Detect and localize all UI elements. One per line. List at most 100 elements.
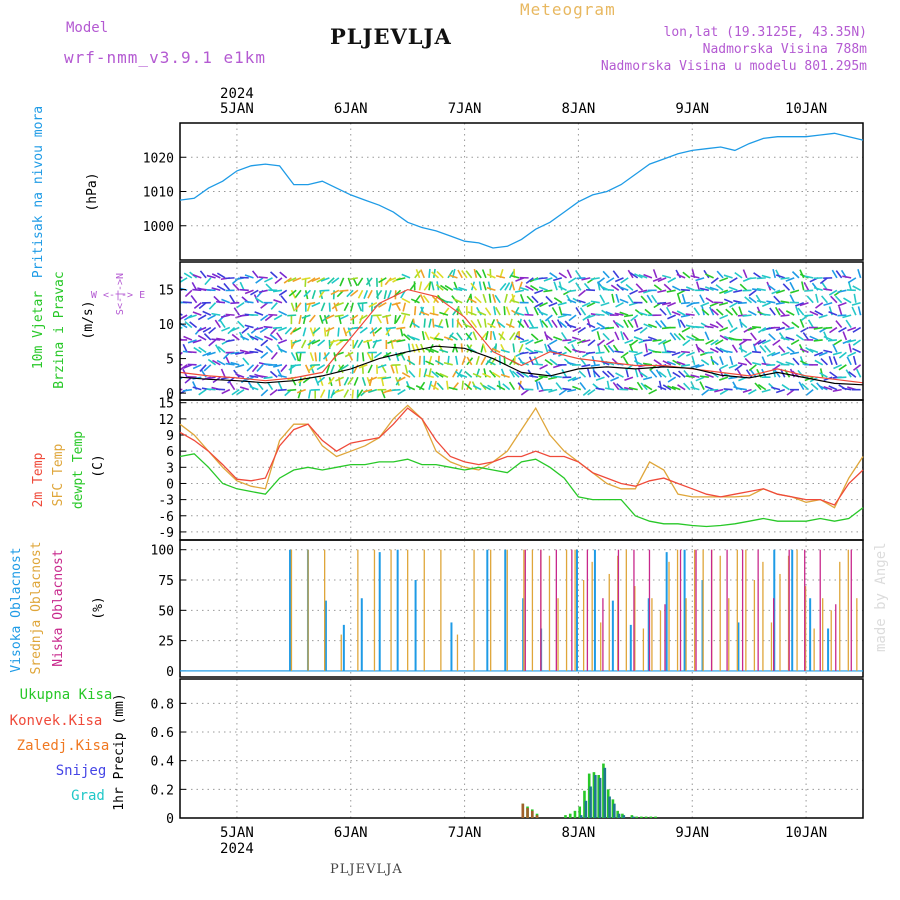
- wind-arrow: [675, 269, 682, 279]
- wind-arrow: [472, 384, 482, 391]
- wind-arrow: [576, 277, 586, 280]
- wind-arrow: [290, 352, 297, 361]
- wind-arrow: [508, 381, 516, 391]
- wind-arrow: [599, 294, 606, 304]
- wind-arrow: [519, 351, 529, 355]
- wind-arrow: [520, 389, 530, 396]
- wind-arrow: [558, 306, 563, 316]
- wind-arrow: [818, 314, 828, 319]
- wind-arrow: [709, 323, 719, 329]
- wind-arrow: [312, 326, 321, 334]
- snow-precip-bar: [594, 775, 597, 818]
- wind-arrow: [492, 331, 497, 341]
- model-elevation-label: Nadmorska Visina u modelu 801.295m: [600, 59, 867, 74]
- wind-arrow: [581, 339, 591, 344]
- snow-precip-bar: [584, 800, 588, 818]
- grid-precip-bar: [526, 807, 529, 818]
- wind-arrow: [842, 275, 852, 279]
- wind-arrow: [452, 307, 459, 316]
- wind-arrow: [804, 314, 814, 317]
- wind-arrow: [311, 290, 316, 300]
- wind-arrow: [625, 283, 634, 291]
- total-precip-bar: [578, 806, 582, 818]
- wind-arrow: [514, 289, 525, 293]
- wind-arrow: [772, 268, 777, 279]
- wind-arrow: [555, 382, 563, 391]
- wind-arrow: [686, 335, 695, 341]
- wind-arrow: [211, 287, 221, 292]
- wind-arrow: [800, 326, 809, 333]
- wind-arrow: [577, 326, 586, 334]
- wind-arrow: [525, 277, 534, 284]
- cloud-panel: 0 25 50 75 100: [151, 539, 864, 680]
- wind-arrow: [254, 311, 264, 316]
- wind-arrow: [358, 301, 368, 305]
- wind-arrow: [681, 293, 686, 303]
- wind-arrow: [636, 381, 644, 391]
- wind-arrow: [704, 373, 714, 378]
- wind-arrow: [662, 339, 672, 345]
- wind-arrow: [615, 293, 620, 303]
- wind-arrow: [530, 333, 539, 341]
- wind-arrow: [214, 319, 221, 328]
- wind-arrow: [445, 318, 449, 328]
- wind-arrow: [269, 370, 278, 378]
- wind-arrow: [571, 336, 582, 341]
- wind-arrow: [481, 269, 487, 279]
- wind-arrow: [249, 375, 259, 379]
- wind-arrow: [284, 327, 293, 335]
- wind-arrow: [339, 289, 349, 293]
- wind-arrow: [847, 351, 857, 357]
- wind-arrow: [700, 301, 710, 307]
- wind-arrow: [437, 355, 440, 365]
- wind-arrow: [581, 277, 591, 281]
- wind-arrow: [428, 380, 433, 390]
- wind-arrow: [633, 360, 643, 366]
- wind-arrow: [729, 302, 738, 308]
- wind-arrow: [842, 314, 852, 319]
- wind-arrow: [852, 326, 862, 333]
- wind-gust-line: [179, 288, 864, 384]
- wind-arrow: [535, 380, 539, 390]
- wind-arrow: [443, 300, 453, 304]
- wind-arrow: [435, 371, 444, 378]
- wind-arrow: [845, 369, 852, 378]
- wind-arrow: [587, 339, 596, 347]
- wind-arrow: [547, 319, 554, 328]
- wind-arrow: [809, 348, 819, 354]
- wind-arrow: [657, 289, 667, 294]
- wind-arrow: [415, 343, 421, 353]
- wind-arrow: [662, 360, 672, 366]
- wind-arrow: [476, 318, 482, 328]
- wind-arrow: [612, 270, 620, 279]
- wind-arrow: [766, 300, 776, 304]
- wind-arrow: [612, 381, 620, 391]
- wind-arrow: [729, 326, 738, 334]
- wind-arrow: [377, 376, 387, 379]
- wind-arrow: [813, 326, 823, 330]
- wind-arrow: [431, 370, 440, 378]
- wind-arrow: [804, 275, 814, 279]
- wind-arrow: [602, 332, 610, 341]
- wind-arrow: [766, 351, 776, 357]
- wind-arrow: [620, 351, 629, 359]
- wind-arrow: [789, 294, 795, 304]
- wind-arrow: [421, 330, 426, 341]
- wind-arrow: [704, 325, 714, 329]
- wind-arrow: [369, 326, 378, 335]
- wind-arrow: [851, 306, 857, 316]
- wind-arrow: [623, 314, 634, 318]
- snow-precip-bar: [608, 796, 611, 818]
- sfc-temp-axis-title: SFC Temp: [51, 444, 66, 507]
- wind-arrow: [748, 296, 757, 304]
- wind-arrow: [552, 277, 563, 282]
- wind-arrow: [453, 287, 463, 292]
- wind-arrow: [302, 327, 307, 337]
- total-precip-bar: [611, 799, 615, 818]
- wind-arrow: [260, 314, 269, 322]
- wind-arrow: [807, 319, 814, 328]
- wind-arrow: [640, 382, 648, 391]
- wind-arrow: [539, 364, 548, 370]
